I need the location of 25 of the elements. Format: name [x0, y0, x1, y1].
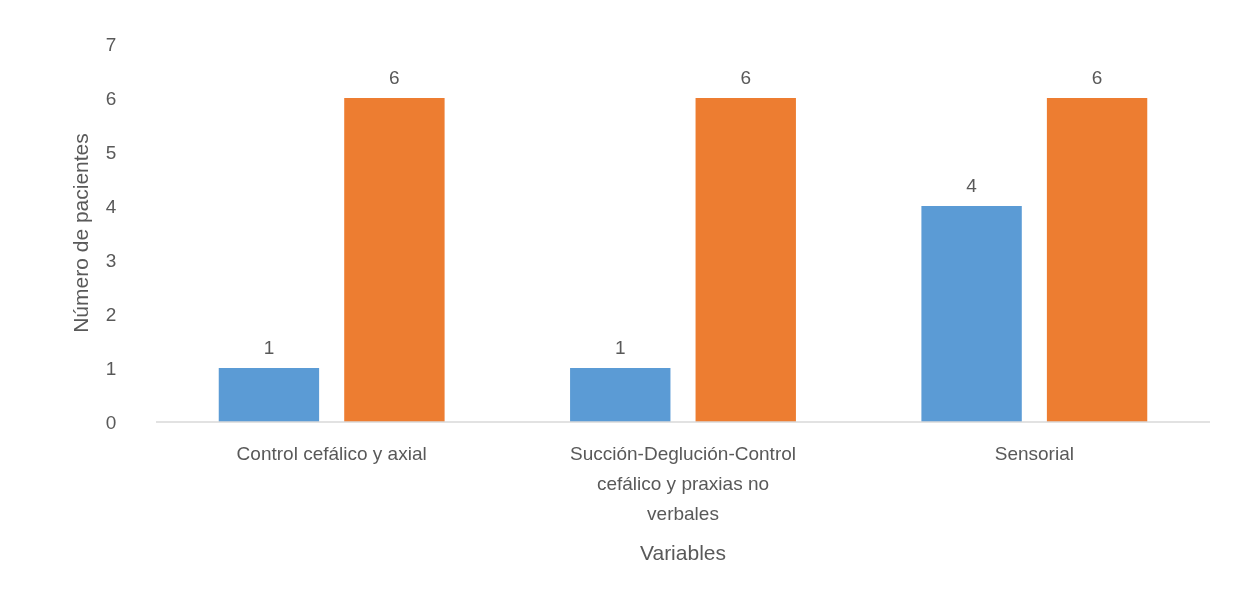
- data-label: 1: [614, 337, 626, 358]
- bar: [344, 98, 445, 422]
- y-tick-label: 0: [105, 411, 117, 433]
- bar: [921, 206, 1022, 422]
- bar: [218, 368, 320, 422]
- y-axis-title: Número de pacientes: [69, 133, 92, 333]
- data-label: 6: [740, 67, 752, 88]
- y-tick-label: 6: [105, 87, 117, 109]
- x-tick-label: Sensorial: [994, 443, 1074, 464]
- y-tick-label: 7: [105, 33, 117, 55]
- x-tick-label: Succión-Deglución-Control cefálico y praxias no verbales: [570, 443, 796, 524]
- data-label: 1: [263, 337, 275, 358]
- y-tick-label: 2: [105, 303, 117, 325]
- y-tick-label: 3: [105, 249, 117, 271]
- bar: [570, 368, 671, 422]
- data-label: 6: [389, 67, 400, 88]
- y-tick-label: 4: [105, 195, 117, 217]
- y-tick-label: 1: [105, 357, 117, 379]
- data-label: 6: [1091, 67, 1103, 88]
- data-label: 4: [966, 175, 978, 196]
- bar: [695, 98, 796, 422]
- x-axis-title: Variables: [640, 541, 726, 564]
- bar: [1046, 98, 1148, 422]
- x-tick-label: Control cefálico y axial: [236, 443, 427, 464]
- y-tick-label: 5: [105, 141, 117, 163]
